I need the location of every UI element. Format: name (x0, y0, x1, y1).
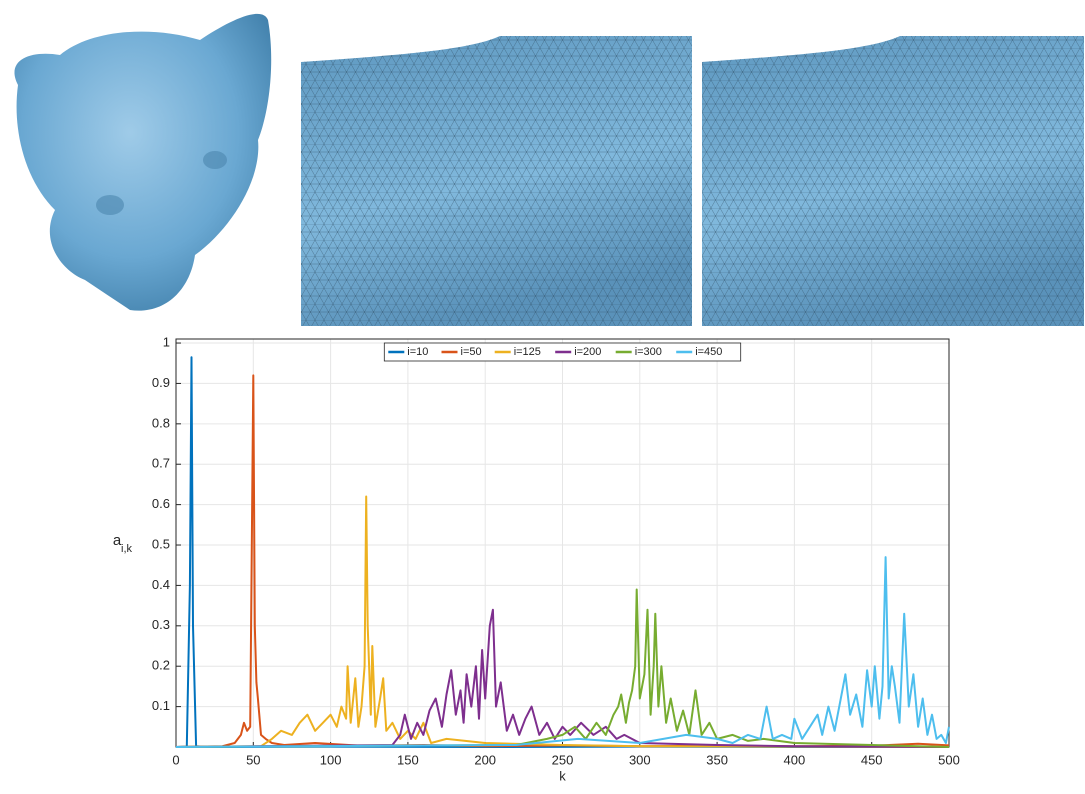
legend-label: i=300 (635, 346, 662, 358)
x-tick-label: 0 (172, 752, 179, 767)
y-tick-label: 0.9 (152, 375, 170, 390)
series-line (175, 608, 950, 748)
legend-label: i=200 (574, 346, 601, 358)
y-tick-label: 0.1 (152, 698, 170, 713)
x-axis-label: k (559, 768, 566, 783)
series-line (175, 588, 950, 748)
legend-label: i=450 (695, 346, 722, 358)
y-tick-label: 0.2 (152, 658, 170, 673)
legend-label: i=50 (461, 346, 482, 358)
y-tick-label: 0.4 (152, 577, 170, 592)
x-tick-label: 50 (246, 752, 260, 767)
x-tick-label: 500 (938, 752, 960, 767)
y-tick-label: 1 (163, 334, 170, 349)
x-tick-label: 100 (320, 752, 342, 767)
x-tick-label: 350 (706, 752, 728, 767)
x-tick-label: 400 (784, 752, 806, 767)
cat-render (14, 13, 272, 311)
y-tick-label: 0.7 (152, 456, 170, 471)
x-tick-label: 450 (861, 752, 883, 767)
legend-label: i=10 (407, 346, 428, 358)
x-tick-label: 200 (474, 752, 496, 767)
series-line (175, 556, 950, 748)
series-line (175, 495, 950, 748)
y-axis-label: a (113, 532, 122, 549)
x-tick-label: 250 (552, 752, 574, 767)
y-tick-label: 0.3 (152, 617, 170, 632)
plot: 0 50 100 150 200 250 300 350 400 450 500 0.1 0.2 0.3 0… (113, 334, 960, 783)
y-axis-label-sub: i,k (121, 543, 133, 555)
legend-label: i=125 (514, 346, 541, 358)
x-tick-label: 150 (397, 752, 419, 767)
mesh-panel-right (702, 36, 1084, 326)
y-tick-label: 0.6 (152, 496, 170, 511)
y-tick-label: 0.8 (152, 415, 170, 430)
x-tick-label: 300 (629, 752, 651, 767)
mesh-panel-left (301, 36, 692, 326)
y-tick-label: 0.5 (152, 536, 170, 551)
